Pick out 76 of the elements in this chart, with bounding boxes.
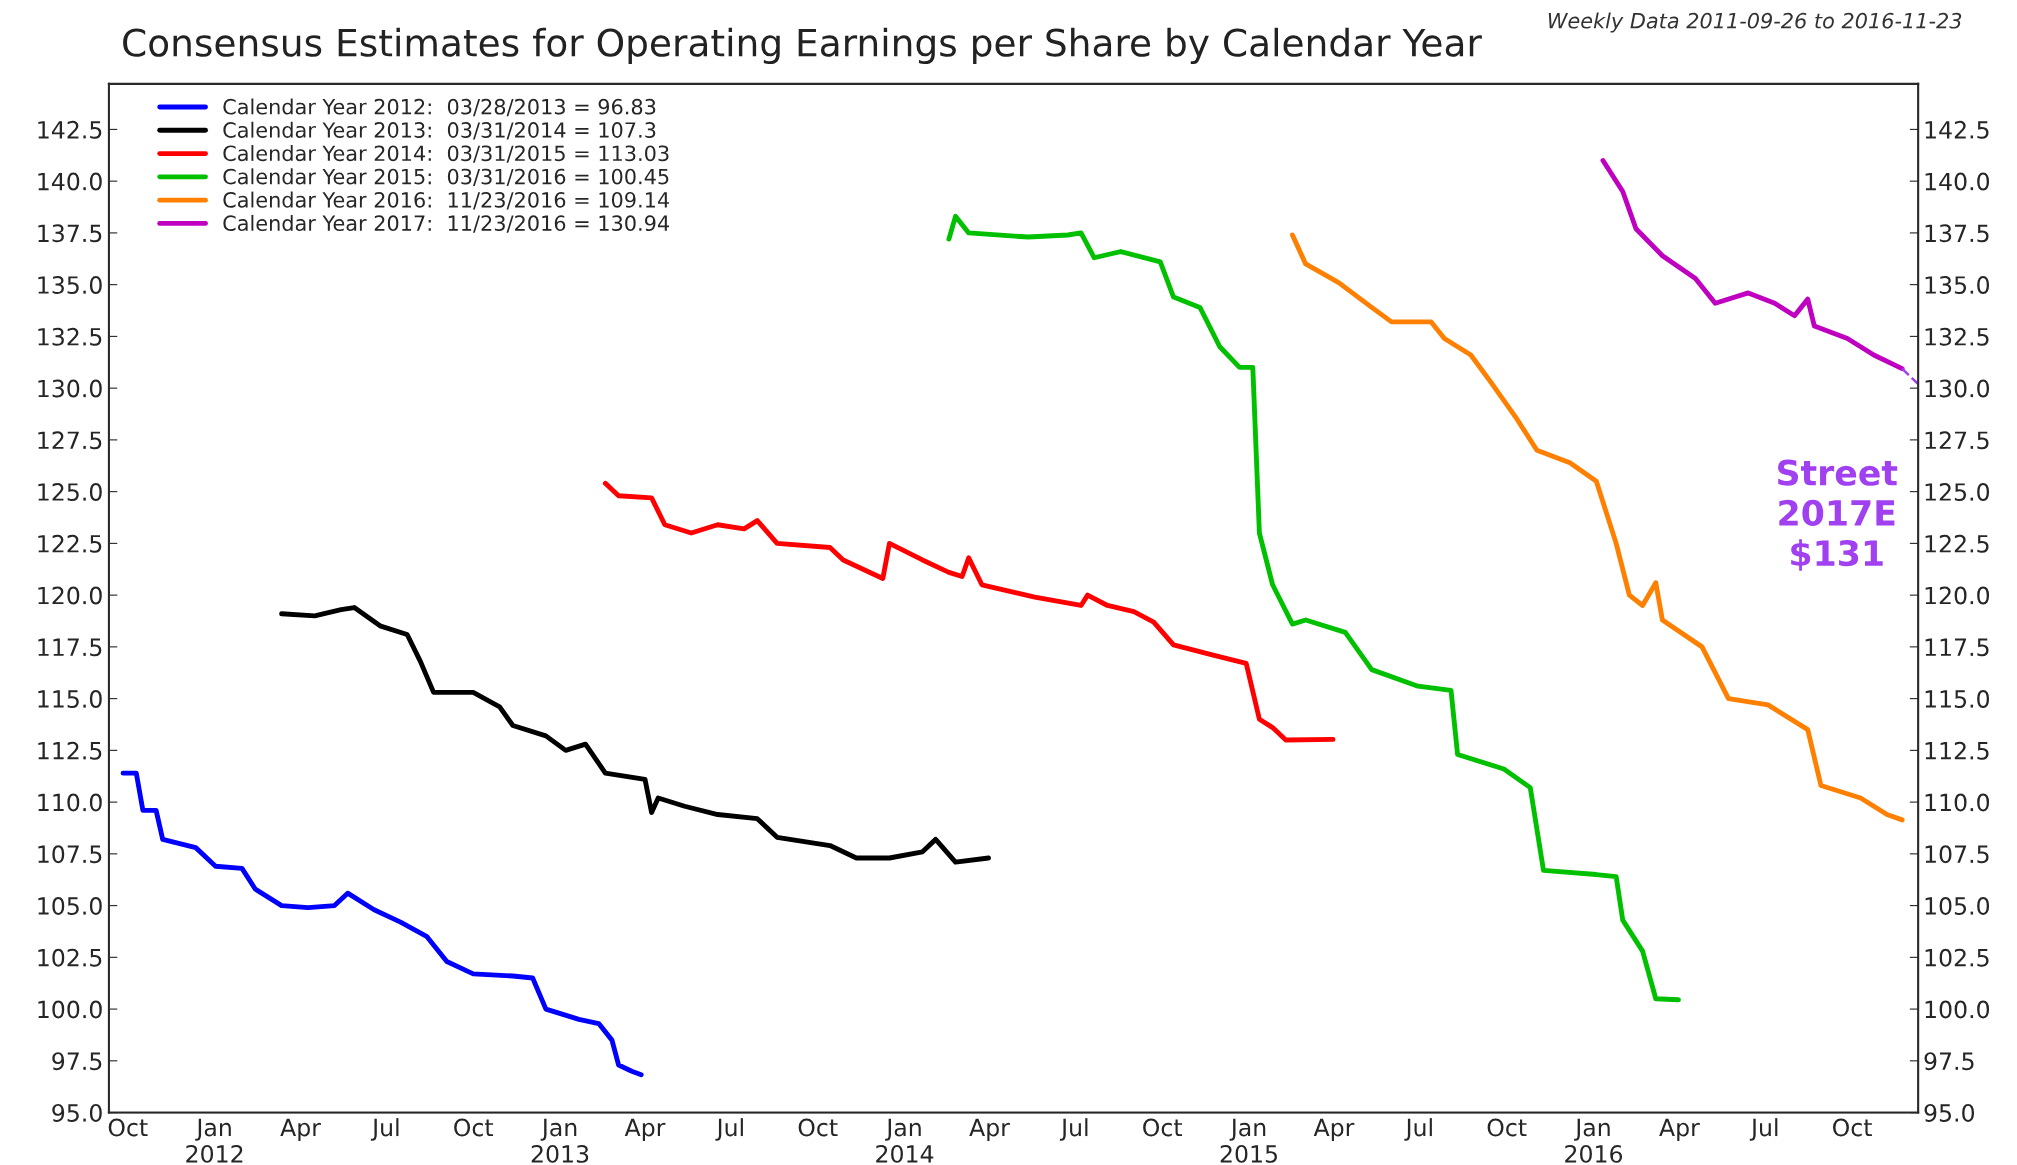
y-tick-label: 105.0 bbox=[38, 897, 102, 915]
y-tick-label: 120.0 bbox=[38, 586, 102, 605]
x-tick-label: Jan 2014 bbox=[876, 1118, 934, 1163]
y-tick-label: 137.5 bbox=[38, 224, 102, 243]
line-series bbox=[1290, 232, 1905, 823]
y2-tick-label: 117.5 bbox=[1925, 638, 1989, 657]
y2-tick-label: 112.5 bbox=[1925, 741, 1989, 760]
y2-tick-label: 102.5 bbox=[1925, 948, 1989, 967]
y-tick-label: 122.5 bbox=[38, 534, 102, 553]
x-tick-label: Jul bbox=[1749, 1118, 1778, 1141]
x-tick-label: Jul bbox=[1404, 1118, 1432, 1141]
y-tick-label: 115.0 bbox=[38, 690, 102, 708]
y-tick-label: 102.5 bbox=[38, 948, 102, 967]
legend-label: Calendar Year 2014: 03/31/2015 = 113.03 bbox=[223, 145, 669, 163]
y-tick-label: 97.5 bbox=[52, 1052, 102, 1071]
y2-tick-label: 95.0 bbox=[1924, 1104, 1975, 1122]
y2-tick-label: 110.0 bbox=[1925, 793, 1990, 812]
x-tick-label: Apr bbox=[1659, 1118, 1700, 1141]
line-series bbox=[602, 480, 1336, 743]
x-tick-label: Apr bbox=[624, 1118, 666, 1141]
line-series bbox=[279, 605, 991, 865]
y-tick-label: 100.0 bbox=[38, 1000, 102, 1019]
annotation: Street 2017E $131 bbox=[1778, 459, 1898, 571]
y-tick-label: 130.0 bbox=[38, 379, 102, 398]
x-tick-label: Oct bbox=[1143, 1118, 1183, 1137]
y-tick-label: 140.0 bbox=[38, 172, 102, 191]
y2-tick-label: 120.0 bbox=[1925, 586, 1990, 605]
y-tick-label: 142.5 bbox=[38, 120, 102, 139]
x-tick-label: Jan 2013 bbox=[531, 1118, 589, 1163]
line-series bbox=[1600, 158, 1905, 372]
legend-label: Calendar Year 2016: 11/23/2016 = 109.14 bbox=[223, 191, 670, 210]
y-tick-label: 135.0 bbox=[38, 276, 102, 294]
y2-tick-label: 105.0 bbox=[1925, 897, 1990, 915]
y-tick-label: 127.5 bbox=[38, 431, 102, 450]
y-tick-label: 117.5 bbox=[38, 638, 102, 657]
y-tick-label: 110.0 bbox=[38, 793, 102, 812]
legend-label: Calendar Year 2017: 11/23/2016 = 130.94 bbox=[223, 214, 670, 233]
x-tick-label: Oct bbox=[1833, 1118, 1872, 1137]
chart-subtitle: Weekly Data 2011-09-26 to 2016-11-23 bbox=[1548, 12, 1962, 33]
y-tick-label: 107.5 bbox=[38, 845, 102, 864]
y-tick-label: 132.5 bbox=[38, 327, 102, 346]
x-tick-label: Jan 2012 bbox=[186, 1118, 243, 1163]
x-tick-label: Apr bbox=[1313, 1118, 1355, 1141]
legend-label: Calendar Year 2015: 03/31/2016 = 100.45 bbox=[223, 168, 669, 187]
x-tick-label: Jul bbox=[715, 1118, 743, 1141]
y2-tick-label: 127.5 bbox=[1925, 431, 1989, 450]
y2-tick-label: 107.5 bbox=[1925, 845, 1989, 864]
legend-label: Calendar Year 2013: 03/31/2014 = 107.3 bbox=[223, 121, 656, 140]
x-tick-label: Oct bbox=[108, 1118, 148, 1137]
x-tick-label: Jul bbox=[1059, 1118, 1088, 1141]
y2-tick-label: 140.0 bbox=[1925, 172, 1990, 191]
y2-tick-label: 135.0 bbox=[1925, 276, 1990, 294]
y-tick-label: 112.5 bbox=[38, 741, 102, 760]
x-tick-label: Jul bbox=[370, 1118, 399, 1141]
x-tick-label: Apr bbox=[280, 1118, 321, 1141]
x-tick-label: Jan 2015 bbox=[1220, 1118, 1277, 1163]
y-tick-label: 95.0 bbox=[52, 1104, 102, 1122]
y2-tick-label: 122.5 bbox=[1925, 534, 1989, 553]
x-tick-label: Oct bbox=[798, 1118, 838, 1137]
y2-tick-label: 100.0 bbox=[1925, 1000, 1990, 1019]
y2-tick-label: 97.5 bbox=[1924, 1052, 1974, 1071]
y2-tick-label: 132.5 bbox=[1925, 327, 1989, 346]
y2-tick-label: 137.5 bbox=[1925, 224, 1989, 243]
legend-label: Calendar Year 2012: 03/28/2013 = 96.83 bbox=[223, 98, 656, 117]
chart-title: Consensus Estimates for Operating Earnings per Share by Calendar Year bbox=[123, 27, 1482, 65]
line-series bbox=[946, 213, 1681, 1003]
x-tick-label: Apr bbox=[969, 1118, 1010, 1141]
y-tick-label: 125.0 bbox=[38, 483, 102, 501]
y2-tick-label: 142.5 bbox=[1925, 120, 1989, 139]
y2-tick-label: 125.0 bbox=[1925, 483, 1990, 501]
y2-tick-label: 130.0 bbox=[1925, 379, 1990, 398]
x-tick-label: Oct bbox=[454, 1118, 494, 1137]
x-tick-label: Jan 2016 bbox=[1565, 1118, 1623, 1163]
y2-tick-label: 115.0 bbox=[1925, 690, 1990, 708]
x-tick-label: Oct bbox=[1487, 1118, 1527, 1137]
line-series bbox=[120, 770, 644, 1078]
